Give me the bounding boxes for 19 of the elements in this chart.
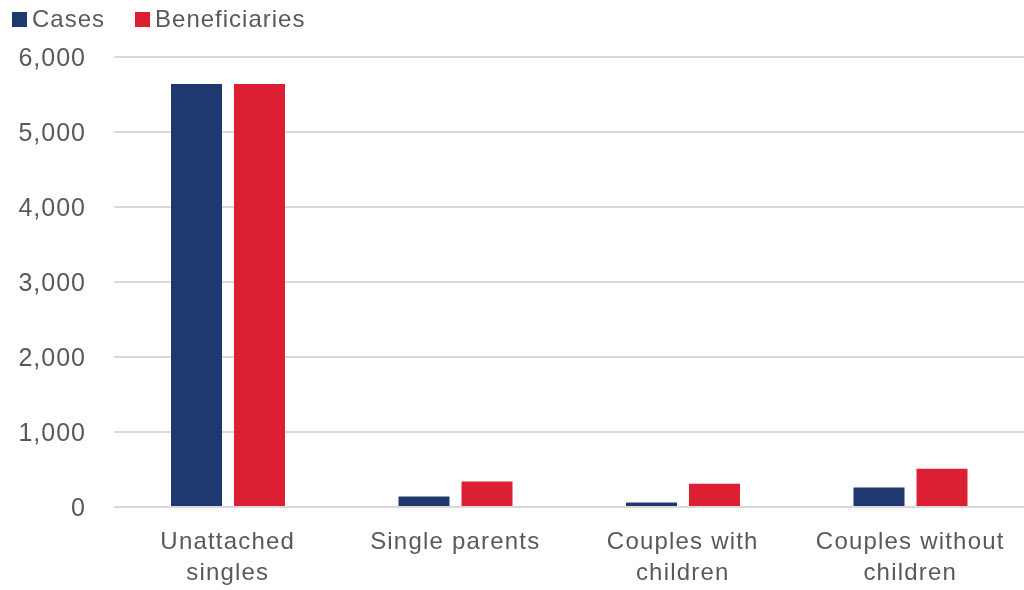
legend-label: Beneficiaries [155, 5, 306, 33]
legend-label: Cases [32, 5, 106, 33]
y-tick-label: 1,000 [18, 417, 86, 446]
x-tick-label: Unattached singles [160, 526, 296, 585]
x-tick-label: Couples without children [815, 526, 1005, 585]
bar [853, 487, 905, 507]
bar [234, 84, 285, 507]
x-tick-label: Couples with children [606, 526, 759, 585]
y-tick-label: 6,000 [18, 42, 86, 71]
y-tick-label: 5,000 [18, 117, 86, 146]
y-tick-label: 2,000 [18, 342, 86, 371]
y-tick-label: 3,000 [18, 267, 86, 296]
y-tick-label: 0 [71, 492, 86, 521]
bar [689, 483, 740, 507]
bar [461, 481, 513, 507]
x-tick-label: Single parents [370, 526, 541, 554]
bar [916, 468, 968, 507]
bar [171, 84, 222, 507]
y-tick-label: 4,000 [18, 192, 86, 221]
